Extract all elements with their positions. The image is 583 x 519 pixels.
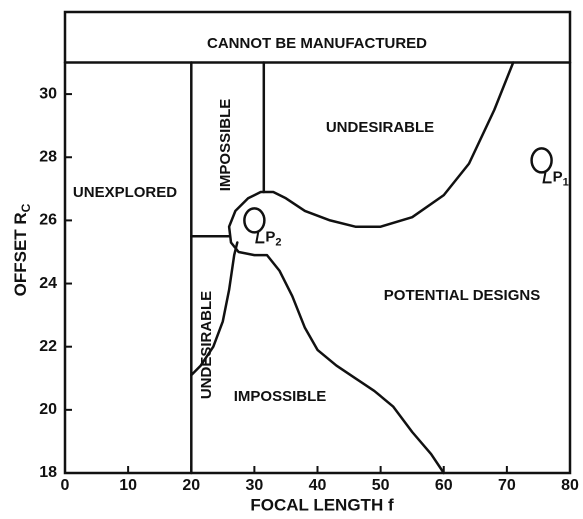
x-tick-label: 10 bbox=[119, 477, 137, 494]
leader-line bbox=[542, 171, 552, 184]
region-label: UNDESIRABLE bbox=[198, 291, 215, 399]
y-tick-label: 22 bbox=[39, 338, 57, 355]
design-point bbox=[530, 147, 553, 174]
x-tick-label: 40 bbox=[309, 477, 327, 494]
y-tick-label: 20 bbox=[39, 401, 57, 418]
y-axis-label-main: OFFSET R bbox=[11, 212, 30, 296]
y-tick-label: 18 bbox=[39, 464, 57, 481]
point-label-sub: 1 bbox=[563, 176, 569, 188]
y-tick-label: 24 bbox=[39, 275, 57, 292]
y-tick-label: 28 bbox=[39, 148, 57, 165]
x-tick-label: 50 bbox=[372, 477, 390, 494]
point-label: P2 bbox=[265, 228, 281, 248]
design-point bbox=[243, 207, 266, 234]
x-tick-label: 20 bbox=[182, 477, 200, 494]
x-axis-label: FOCAL LENGTH f bbox=[250, 495, 394, 514]
boundary bbox=[227, 61, 515, 475]
x-tick-label: 70 bbox=[498, 477, 516, 494]
y-axis-label-sub: C bbox=[19, 203, 33, 212]
region-label: CANNOT BE MANUFACTURED bbox=[207, 35, 427, 52]
region-label: IMPOSSIBLE bbox=[234, 388, 327, 405]
y-tick-label: 30 bbox=[39, 85, 57, 102]
leader-line bbox=[255, 231, 265, 244]
region-label: UNEXPLORED bbox=[73, 184, 177, 201]
boundary bbox=[190, 241, 239, 377]
x-tick-label: 30 bbox=[245, 477, 263, 494]
x-tick-label: 80 bbox=[561, 477, 579, 494]
x-tick-label: 60 bbox=[435, 477, 453, 494]
y-axis-label: OFFSET RC bbox=[11, 203, 33, 296]
point-label: P1 bbox=[553, 168, 569, 188]
point-label-sub: 2 bbox=[275, 236, 281, 248]
region-label: POTENTIAL DESIGNS bbox=[384, 287, 540, 304]
region-label: IMPOSSIBLE bbox=[217, 99, 234, 192]
x-tick-label: 0 bbox=[61, 477, 70, 494]
region-label: UNDESIRABLE bbox=[326, 119, 434, 136]
point-label-name: P bbox=[553, 168, 563, 185]
y-tick-label: 26 bbox=[39, 212, 57, 229]
point-label-name: P bbox=[265, 228, 275, 245]
